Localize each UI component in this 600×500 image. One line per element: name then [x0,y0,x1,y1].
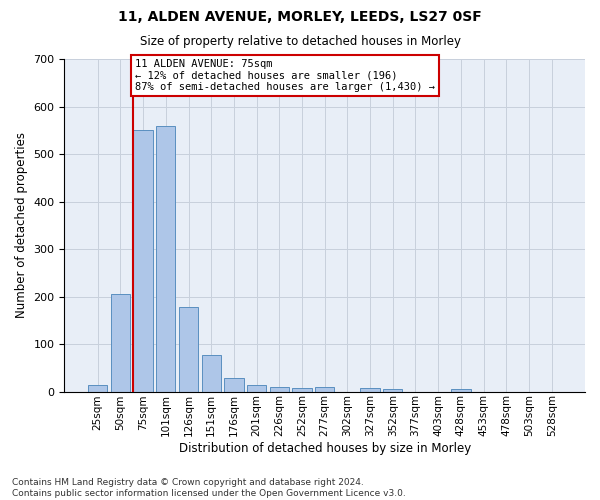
Bar [451,389,470,392]
Bar [361,388,380,392]
Text: Contains HM Land Registry data © Crown copyright and database right 2024.
Contai: Contains HM Land Registry data © Crown c… [12,478,406,498]
X-axis label: Distribution of detached houses by size in Morley: Distribution of detached houses by size … [179,442,471,455]
Text: Size of property relative to detached houses in Morley: Size of property relative to detached ho… [139,35,461,48]
Bar [383,388,403,392]
Bar [315,388,334,392]
Bar [88,386,107,392]
Bar [269,387,289,392]
Bar [111,294,130,392]
Bar [292,388,311,392]
Bar [224,378,244,392]
Text: 11, ALDEN AVENUE, MORLEY, LEEDS, LS27 0SF: 11, ALDEN AVENUE, MORLEY, LEEDS, LS27 0S… [118,10,482,24]
Y-axis label: Number of detached properties: Number of detached properties [15,132,28,318]
Bar [247,386,266,392]
Bar [179,307,198,392]
Bar [202,355,221,392]
Bar [133,130,153,392]
Bar [156,126,175,392]
Text: 11 ALDEN AVENUE: 75sqm
← 12% of detached houses are smaller (196)
87% of semi-de: 11 ALDEN AVENUE: 75sqm ← 12% of detached… [135,59,435,92]
